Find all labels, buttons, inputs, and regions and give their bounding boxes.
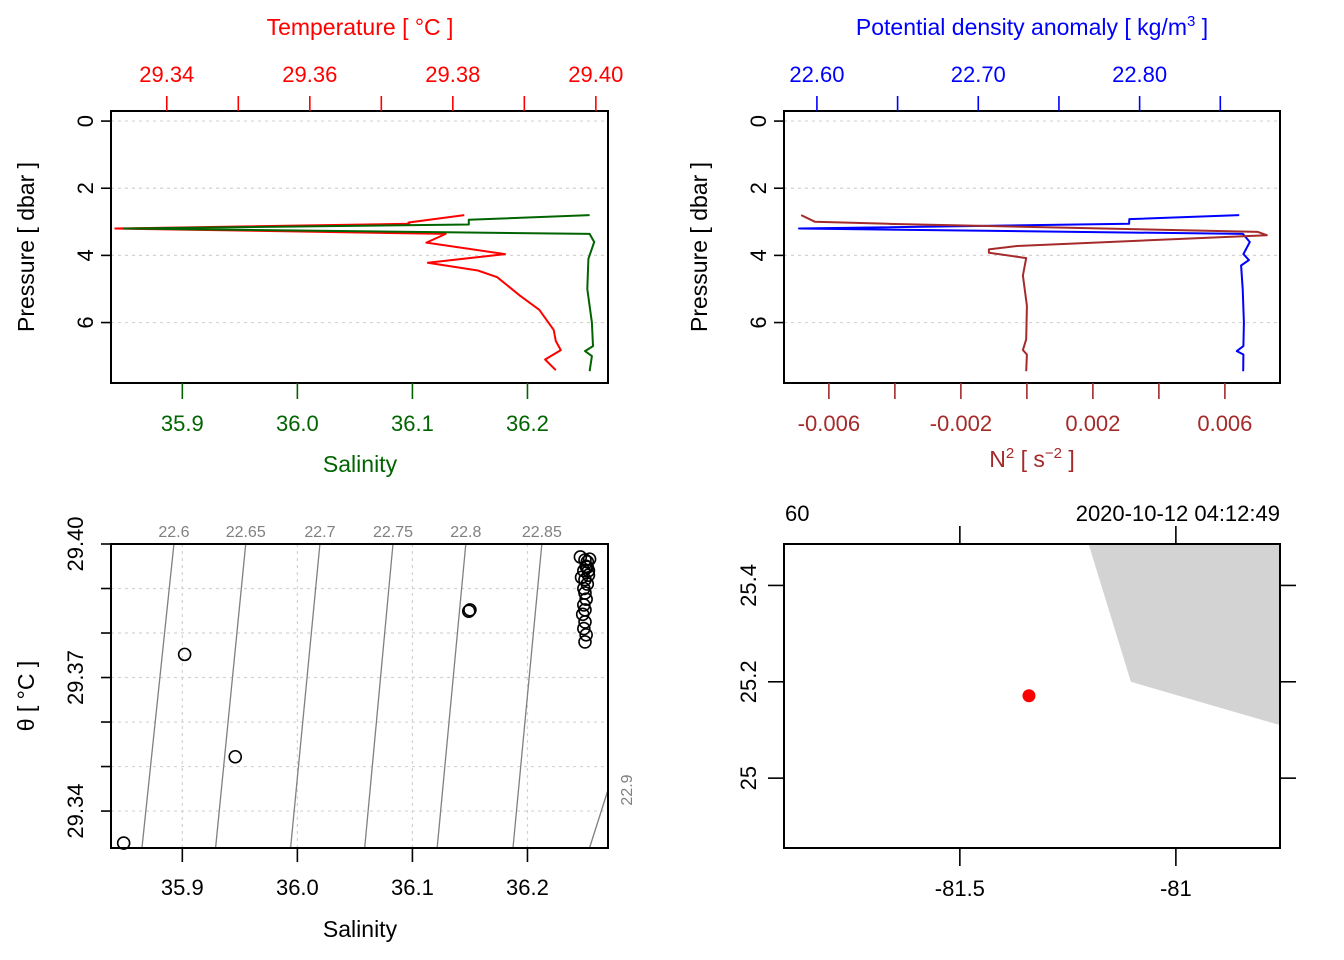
- ts-point: [578, 635, 592, 649]
- y-tick-label: 29.40: [63, 516, 88, 571]
- map-top-label-left: 60: [785, 501, 809, 526]
- top-axis-tick-label: 29.34: [139, 62, 194, 87]
- ts-point: [577, 621, 591, 636]
- ts-point: [228, 749, 243, 764]
- x-tick-label: 36.1: [391, 875, 434, 900]
- ts-point: [574, 570, 589, 585]
- series-line-salinity: [122, 214, 596, 372]
- isopycnal-line: [512, 543, 543, 849]
- isopycnal-label: 22.8: [450, 524, 481, 541]
- bottom-axis-tick-label: -0.002: [930, 411, 992, 436]
- y-tick-label: 2: [73, 182, 98, 194]
- land-polygon: [1088, 544, 1280, 726]
- isopycnal-line: [436, 543, 467, 849]
- x-tick-label: 36.2: [506, 875, 549, 900]
- ts-point: [578, 615, 592, 629]
- ts-point: [575, 607, 590, 622]
- bottom-axis-tick-label: 0.002: [1065, 411, 1120, 436]
- bottom-axis-tick-label: 0.006: [1197, 411, 1252, 436]
- ts-point: [577, 563, 591, 578]
- top-axis-tick-label: 29.38: [425, 62, 480, 87]
- plot-frame: [783, 543, 1281, 849]
- y-tick-label: 6: [73, 316, 98, 328]
- ts-point: [579, 592, 593, 606]
- top-axis-tick-label: 29.40: [568, 62, 623, 87]
- y-tick-label: 2: [746, 182, 771, 194]
- x-tick-label: -81: [1160, 876, 1192, 901]
- bottom-axis-tick-label: 35.9: [161, 411, 204, 436]
- top-axis-tick-label: 22.80: [1112, 62, 1167, 87]
- top-axis-tick-label: 29.36: [282, 62, 337, 87]
- bottom-axis-tick-label: 36.2: [506, 411, 549, 436]
- x-tick-label: 36.0: [276, 875, 319, 900]
- ts-point: [463, 603, 477, 617]
- isopycnal-line: [364, 543, 394, 849]
- y-tick-label: 0: [73, 115, 98, 127]
- ts-point: [577, 598, 591, 612]
- y-tick-label: 25.2: [736, 660, 761, 703]
- panel-density-n2-profile: 0 2 4 6 22.60 22.70 22.80 -0.006 -0.002 0.002 0.00…: [686, 13, 1281, 472]
- ts-point: [581, 568, 596, 582]
- series-line-n2: [800, 214, 1268, 372]
- isopycnal-line: [588, 789, 609, 849]
- x-axis-title: Salinity: [323, 916, 398, 942]
- top-axis-title: Potential density anomaly [ kg/m3 ]: [856, 13, 1208, 40]
- ts-point: [116, 836, 131, 850]
- y-tick-label: 29.37: [63, 650, 88, 705]
- plot-frame: [110, 543, 609, 849]
- top-axis-title: Temperature [ °C ]: [267, 14, 454, 40]
- isopycnal-line: [141, 543, 175, 849]
- plot-frame: [783, 110, 1281, 384]
- panel-ts-diagram: 22.6 22.65 22.7 22.75 22.8 22.85 22.9 29.34 29.…: [13, 516, 636, 942]
- y-tick-label: 6: [746, 316, 771, 328]
- isopycnal-label: 22.65: [226, 524, 266, 541]
- x-tick-label: -81.5: [935, 876, 985, 901]
- y-tick-label: 4: [73, 249, 98, 261]
- plot-frame: [110, 110, 609, 384]
- isopycnal-label: 22.85: [522, 524, 562, 541]
- bottom-axis-title: Salinity: [323, 451, 398, 477]
- bottom-axis-tick-label: 36.1: [391, 411, 434, 436]
- isopycnal-line: [289, 543, 321, 849]
- x-tick-label: 35.9: [161, 875, 204, 900]
- series-line-potential-density-anomaly: [798, 214, 1251, 372]
- y-tick-label: 25: [736, 766, 761, 790]
- isopycnal-line: [214, 543, 247, 849]
- y-tick-label: 29.34: [63, 784, 88, 839]
- y-axis-title: Pressure [ dbar ]: [686, 162, 712, 332]
- panel-station-map: -81.5 -81 25 25.2 25.4 60 2020-10-12 04:12:4…: [736, 501, 1296, 901]
- panel-temperature-salinity-profile: 0 2 4 6 29.34 29.36 29.38 29.40 35.9 36.0 36.1 36.2…: [13, 14, 623, 477]
- top-axis-tick-label: 22.60: [789, 62, 844, 87]
- station-marker: [1022, 689, 1036, 703]
- bottom-axis-tick-label: -0.006: [798, 411, 860, 436]
- ts-point: [461, 604, 476, 619]
- map-top-label-time: 2020-10-12 04:12:49: [1076, 501, 1280, 526]
- top-axis-tick-label: 22.70: [951, 62, 1006, 87]
- isopycnal-label: 22.9: [619, 774, 636, 805]
- ts-point: [579, 627, 593, 642]
- y-axis-title: θ [ °C ]: [13, 661, 39, 732]
- y-axis-title: Pressure [ dbar ]: [13, 162, 39, 332]
- series-line-temperature: [114, 214, 562, 371]
- isopycnal-label: 22.75: [373, 524, 413, 541]
- bottom-axis-tick-label: 36.0: [276, 411, 319, 436]
- ts-point: [177, 647, 192, 662]
- y-tick-label: 25.4: [736, 564, 761, 607]
- y-tick-label: 4: [746, 249, 771, 261]
- isopycnal-label: 22.6: [158, 524, 189, 541]
- y-tick-label: 0: [746, 115, 771, 127]
- bottom-axis-title: N2 [ s−2 ]: [989, 445, 1075, 472]
- isopycnal-label: 22.7: [304, 524, 335, 541]
